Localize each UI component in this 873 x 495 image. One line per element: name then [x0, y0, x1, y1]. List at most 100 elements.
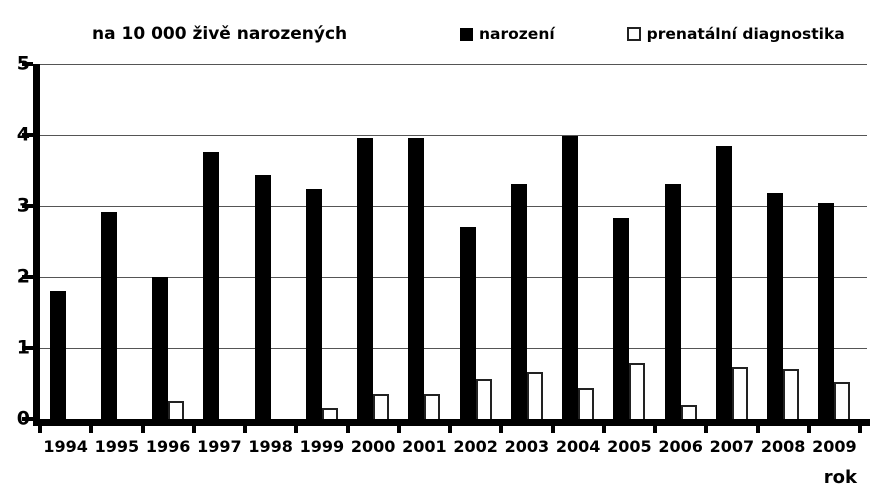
- x-axis-tick: [448, 425, 452, 433]
- x-axis-label-2002: 2002: [453, 437, 498, 456]
- y-axis-tick: [22, 346, 33, 350]
- bar-prenatalni-diagnostika-1999: [321, 408, 338, 419]
- bar-narozeni-1997: [203, 152, 220, 419]
- x-axis-tick: [396, 425, 401, 433]
- bar-group-1995: [91, 64, 142, 419]
- bar-group-1996: [143, 64, 194, 419]
- bar-groups: [40, 64, 860, 419]
- x-axis-tick: [858, 425, 862, 433]
- bar-narozeni-2001: [408, 137, 425, 419]
- x-axis-label-1995: 1995: [94, 437, 140, 456]
- bar-narozeni-1999: [305, 188, 322, 419]
- bar-narozeni-2003: [510, 184, 527, 419]
- bar-group-2003: [501, 64, 552, 419]
- x-axis-line: [33, 419, 870, 426]
- bar-narozeni-2002: [459, 227, 476, 419]
- x-axis-tick: [806, 425, 811, 433]
- chart-title: na 10 000 živě narozených: [92, 24, 348, 44]
- x-axis-tick: [499, 425, 504, 433]
- x-axis-tick: [38, 425, 42, 433]
- bar-prenatalni-diagnostika-2000: [373, 393, 390, 419]
- y-axis-tick: [22, 417, 33, 421]
- bar-prenatalni-diagnostika-2008: [783, 369, 800, 419]
- x-axis-tick: [345, 425, 350, 433]
- bar-narozeni-2007: [715, 146, 732, 419]
- bar-group-2000: [348, 64, 399, 419]
- bar-narozeni-1996: [152, 277, 169, 419]
- x-axis-label-2004: 2004: [555, 437, 601, 456]
- bar-prenatalni-diagnostika-2001: [424, 393, 441, 419]
- x-axis-tick: [89, 425, 94, 433]
- x-axis-tick: [755, 425, 760, 433]
- x-axis-label-2001: 2001: [402, 437, 447, 456]
- gridline-5: [40, 64, 867, 65]
- bar-narozeni-2005: [613, 218, 630, 419]
- x-axis-tick: [294, 425, 299, 433]
- gridline-3: [40, 206, 867, 207]
- y-axis-tick: [22, 275, 33, 279]
- x-axis-label-1998: 1998: [248, 437, 293, 456]
- bar-narozeni-2008: [767, 193, 784, 419]
- x-axis-label-1994: 1994: [43, 437, 88, 456]
- x-axis-label-2007: 2007: [709, 437, 755, 456]
- x-axis-label-2000: 2000: [350, 437, 396, 456]
- y-axis-tick: [22, 133, 33, 137]
- gridline-2: [40, 277, 867, 278]
- outlined-square-icon: [626, 27, 641, 41]
- plot-area: [22, 62, 870, 433]
- bar-group-2007: [706, 64, 757, 419]
- bar-narozeni-2000: [357, 137, 374, 419]
- x-axis-label-2009: 2009: [812, 437, 857, 456]
- y-axis-line: [33, 64, 40, 426]
- x-axis-label-2006: 2006: [658, 437, 703, 456]
- x-axis-tick: [140, 425, 145, 433]
- x-axis-tick: [704, 425, 709, 433]
- legend-label-prenatalni-diagnostika: prenatální diagnostika: [646, 25, 845, 43]
- x-axis-tick: [653, 425, 657, 433]
- bar-group-1998: [245, 64, 296, 419]
- y-axis-tick: [22, 62, 33, 66]
- legend-item-narozeni: narození: [460, 25, 555, 43]
- bar-group-2004: [553, 64, 604, 419]
- bar-group-1999: [296, 64, 347, 419]
- x-axis-label-2005: 2005: [607, 437, 652, 456]
- x-axis-label-1997: 1997: [197, 437, 242, 456]
- bar-prenatalni-diagnostika-2009: [834, 381, 851, 419]
- bar-narozeni-2006: [664, 184, 681, 419]
- legend-item-prenatalni-diagnostika: prenatální diagnostika: [626, 25, 845, 43]
- x-axis-label-1999: 1999: [299, 437, 345, 456]
- bar-prenatalni-diagnostika-2005: [629, 363, 646, 419]
- bar-prenatalni-diagnostika-2002: [475, 379, 492, 419]
- x-axis-tick: [601, 425, 606, 433]
- x-axis-label-2003: 2003: [504, 437, 550, 456]
- bar-narozeni-2004: [562, 135, 579, 419]
- bar-narozeni-1994: [49, 291, 66, 419]
- x-axis-label-2008: 2008: [760, 437, 806, 456]
- y-axis-tick: [22, 204, 33, 208]
- bar-group-2006: [655, 64, 706, 419]
- gridline-1: [40, 348, 867, 349]
- bar-group-2009: [809, 64, 860, 419]
- bar-narozeni-1995: [100, 211, 117, 419]
- bar-narozeni-1998: [254, 175, 271, 419]
- bar-group-1994: [40, 64, 91, 419]
- legend-label-narozeni: narození: [479, 25, 555, 43]
- bar-prenatalni-diagnostika-2003: [526, 372, 543, 419]
- bar-group-2005: [604, 64, 655, 419]
- gridline-4: [40, 135, 867, 136]
- x-axis-tick: [191, 425, 196, 433]
- bar-narozeni-2009: [818, 203, 835, 419]
- legend: narození prenatální diagnostika: [460, 25, 845, 43]
- x-axis-title: rok: [823, 467, 857, 488]
- bar-prenatalni-diagnostika-2004: [578, 387, 595, 419]
- x-axis-label-1996: 1996: [145, 437, 191, 456]
- bar-group-1997: [194, 64, 245, 419]
- x-axis-tick: [550, 425, 555, 433]
- x-axis-tick: [243, 425, 247, 433]
- bar-group-2001: [399, 64, 450, 419]
- bar-prenatalni-diagnostika-2007: [731, 367, 748, 419]
- x-axis-labels: 1994 1995 1996 1997 1998 1999 2000 2001 2002 2003…: [40, 437, 860, 457]
- bar-group-2002: [450, 64, 501, 419]
- bar-group-2008: [758, 64, 809, 419]
